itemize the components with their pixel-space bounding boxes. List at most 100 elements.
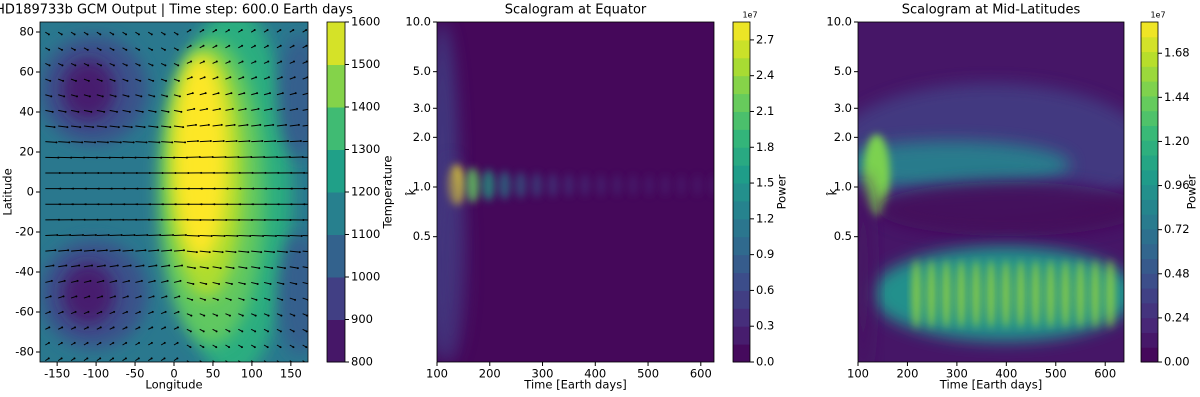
- wind-arrow-head: [298, 124, 300, 126]
- wind-arrow-head: [241, 29, 243, 31]
- wind-arrow-head: [216, 61, 218, 63]
- y-tick-label: 60: [19, 65, 34, 79]
- wind-arrow-head: [221, 124, 223, 126]
- wind-arrow-head: [207, 267, 209, 269]
- wind-arrow-head: [151, 64, 153, 66]
- y-tick-label: 20: [19, 145, 34, 159]
- contour-region: [692, 175, 702, 196]
- wind-arrow-head: [87, 64, 89, 66]
- wind-arrow-head: [267, 29, 269, 31]
- wind-arrow-head: [305, 45, 307, 47]
- wind-arrow-head: [52, 111, 54, 113]
- colorbar-tick-label: 1200: [351, 185, 380, 199]
- wind-arrow: [161, 235, 173, 236]
- x-tick-label: -150: [44, 367, 70, 381]
- wind-arrow-head: [61, 326, 63, 328]
- wind-arrow-head: [104, 264, 106, 266]
- wind-arrow-head: [145, 141, 147, 143]
- wind-arrow-head: [125, 49, 127, 51]
- colorbar-tick-label: 1.44: [1164, 90, 1190, 104]
- wind-arrow-head: [248, 140, 250, 142]
- wind-arrow-head: [65, 111, 67, 113]
- wind-arrow: [264, 141, 275, 142]
- wind-arrow-head: [133, 234, 135, 236]
- wind-arrow-head: [232, 108, 234, 110]
- wind-arrow: [84, 142, 95, 143]
- wind-arrow-head: [152, 80, 154, 82]
- wind-arrow-head: [100, 64, 102, 66]
- wind-arrow-head: [267, 346, 269, 348]
- wind-arrow-head: [215, 346, 217, 348]
- wind-arrow-head: [91, 264, 93, 266]
- wind-arrow-head: [62, 311, 64, 313]
- wind-arrow-head: [267, 330, 269, 332]
- colorbar-band: [1141, 347, 1158, 362]
- wind-arrow-head: [166, 95, 168, 97]
- colorbar-band: [733, 237, 750, 255]
- contour-region: [676, 175, 686, 196]
- wind-arrow-head: [154, 280, 156, 282]
- colorbar-band: [1141, 111, 1158, 126]
- wind-arrow-head: [316, 203, 318, 205]
- wind-arrow-head: [90, 111, 92, 113]
- wind-arrow-head: [75, 80, 77, 82]
- wind-arrow-head: [61, 33, 63, 35]
- wind-arrow: [187, 236, 199, 237]
- wind-arrow-head: [48, 357, 50, 359]
- colorbar-tick-label: 0.9: [756, 247, 774, 261]
- wind-arrow-head: [179, 95, 181, 97]
- wind-arrow-head: [89, 280, 91, 282]
- wind-arrow-head: [309, 108, 311, 110]
- wind-arrow-head: [203, 315, 205, 317]
- wind-arrow-head: [228, 346, 230, 348]
- x-tick-label: 500: [637, 367, 659, 381]
- wind-arrow-head: [230, 92, 232, 94]
- wind-arrow-head: [121, 234, 123, 236]
- x-tick-label: 150: [280, 367, 302, 381]
- colorbar-tick-label: 0.0: [756, 355, 774, 369]
- y-tick-label: 5.0: [834, 64, 852, 78]
- colorbar-band: [1141, 244, 1158, 259]
- wind-arrow-head: [312, 251, 314, 253]
- wind-arrow-head: [95, 234, 97, 236]
- wind-arrow-head: [48, 33, 50, 35]
- wind-arrow-head: [125, 342, 127, 344]
- contour-region: [927, 260, 937, 328]
- wind-arrow: [303, 236, 315, 237]
- wind-arrow-head: [203, 61, 205, 63]
- wind-arrow-head: [132, 249, 134, 251]
- y-axis-label: k̂: [404, 188, 418, 196]
- wind-arrow-head: [120, 141, 122, 143]
- x-tick-label: 600: [690, 367, 712, 381]
- wind-arrow: [97, 142, 108, 143]
- wind-arrow: [200, 236, 212, 237]
- wind-arrow-head: [281, 299, 283, 301]
- colorbar-band: [1141, 140, 1158, 155]
- wind-arrow-head: [48, 49, 50, 51]
- wind-arrow-head: [55, 141, 57, 143]
- wind-arrow-head: [155, 111, 157, 113]
- wind-arrow-head: [138, 33, 140, 35]
- wind-arrow-head: [202, 346, 204, 348]
- contour-region: [596, 174, 606, 196]
- wind-arrow-head: [261, 140, 263, 142]
- wind-arrow-head: [117, 264, 119, 266]
- colorbar-tick-label: 900: [351, 312, 373, 326]
- colorbar-tick-label: 1500: [351, 57, 380, 71]
- y-tick-label: -40: [15, 265, 34, 279]
- wind-arrow-head: [112, 49, 114, 51]
- wind-arrow-head: [280, 315, 282, 317]
- wind-arrow-head: [314, 235, 316, 237]
- wind-arrow-head: [293, 330, 295, 332]
- wind-arrow-head: [243, 92, 245, 94]
- wind-arrow-head: [308, 283, 310, 285]
- wind-arrow-head: [216, 315, 218, 317]
- colorbar-band: [1141, 259, 1158, 274]
- colorbar-tick-label: 0.00: [1164, 355, 1190, 369]
- colorbar-band: [1141, 229, 1158, 244]
- wind-arrow-head: [228, 29, 230, 31]
- contour-region: [1061, 260, 1071, 328]
- wind-arrow-head: [255, 76, 257, 78]
- wind-arrow-head: [241, 330, 243, 332]
- contour-region: [279, 36, 322, 158]
